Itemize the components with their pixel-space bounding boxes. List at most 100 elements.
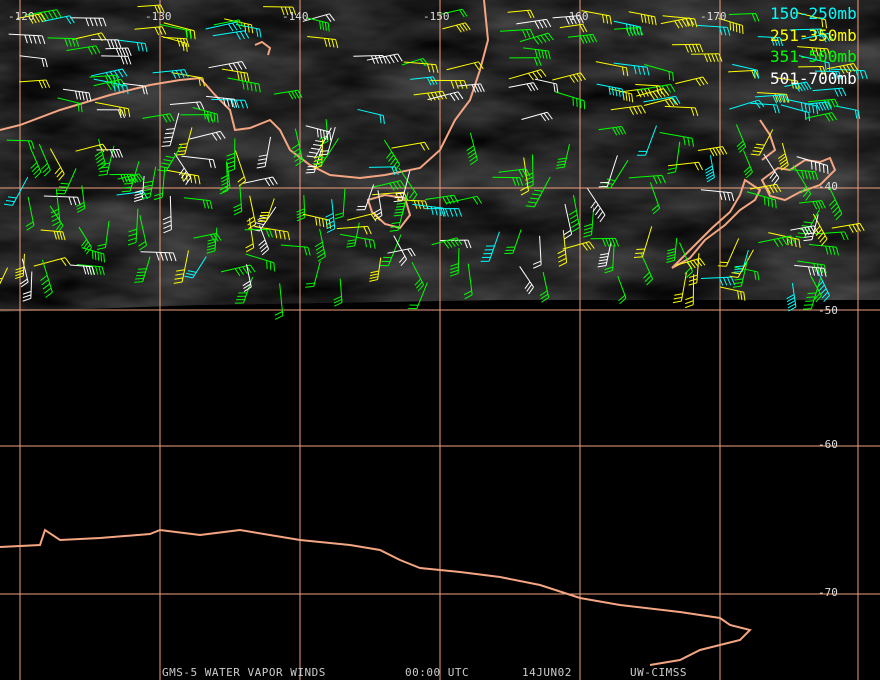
wind-barb (425, 194, 459, 205)
wind-barb (325, 199, 336, 234)
wind-barb (555, 144, 570, 169)
wind-barb (312, 138, 339, 166)
wind-barb (159, 24, 192, 40)
wind-barb (305, 125, 332, 141)
wind-barb (664, 105, 699, 117)
wind-barb (122, 82, 148, 95)
wind-barb (805, 112, 838, 122)
wind-barb (520, 157, 529, 196)
wind-barb (183, 197, 213, 210)
wind-barb (235, 23, 262, 38)
wind-barb (134, 256, 151, 283)
wind-barb (685, 274, 695, 309)
wind-barb (803, 214, 819, 242)
wind-barb (163, 36, 190, 48)
wind-barb (96, 109, 125, 119)
wind-barb (234, 150, 247, 187)
latitude-label: -40 (818, 180, 838, 193)
wind-barb (555, 91, 586, 110)
wind-barb (519, 266, 534, 295)
wind-barb (227, 77, 261, 93)
wind-barb (831, 68, 868, 80)
wind-barb (411, 262, 425, 292)
wind-barb (256, 136, 272, 169)
wind-barb (430, 79, 468, 89)
wind-barb (598, 155, 618, 188)
wind-barb (787, 99, 819, 115)
wind-barb (413, 90, 447, 101)
wind-barbs (0, 4, 868, 320)
wind-barb (704, 155, 715, 183)
wind-barb (463, 263, 473, 300)
wind-barb (525, 176, 551, 208)
wind-barb (552, 72, 586, 83)
wind-barb (29, 147, 42, 179)
wind-barb (127, 208, 139, 246)
wind-barb (831, 222, 865, 233)
wind-barb (649, 182, 661, 215)
wind-barb (114, 39, 148, 52)
wind-barb (157, 145, 182, 172)
wind-barb (98, 145, 115, 176)
wind-barb (408, 282, 428, 310)
wind-barb (636, 88, 670, 100)
wind-barb (596, 83, 625, 98)
wind-barb (507, 9, 535, 19)
wind-barb (729, 249, 754, 279)
wind-barb (784, 81, 812, 92)
legend-entry: 150-250mb (770, 4, 857, 23)
wind-barb (333, 278, 343, 307)
wind-barb (735, 124, 747, 153)
wind-barb (173, 250, 189, 284)
wind-barb (16, 13, 47, 24)
wind-barb (93, 78, 129, 95)
wind-barb (758, 235, 796, 247)
wind-barb (798, 55, 831, 72)
wind-barb (728, 12, 760, 22)
wind-barb (208, 61, 247, 72)
wind-barb (598, 125, 627, 136)
wind-barb (379, 234, 402, 267)
wind-barb (440, 8, 468, 18)
wind-barb (812, 213, 828, 246)
wind-barb (393, 235, 408, 266)
wind-barb (41, 15, 75, 24)
wind-barb (166, 169, 201, 185)
wind-barb (734, 266, 760, 281)
wind-barb (786, 283, 797, 312)
wind-barb (184, 256, 207, 279)
wind-barb (492, 176, 524, 186)
wind-barb (66, 45, 101, 55)
wind-barb (33, 257, 71, 267)
wind-barb (552, 15, 584, 25)
longitude-label: -160 (562, 10, 589, 23)
wind-barb (808, 244, 839, 256)
wind-barb (94, 101, 131, 118)
wind-barb (498, 168, 531, 178)
wind-barb (3, 176, 29, 206)
wind-barb (667, 141, 681, 175)
wind-barb (660, 17, 695, 29)
wind-barb (76, 185, 86, 213)
wind-barb (302, 13, 335, 22)
wind-barb (280, 244, 311, 256)
wind-barb (720, 286, 746, 301)
wind-barb (532, 235, 542, 269)
wind-barb (19, 79, 51, 89)
wind-barb (19, 55, 48, 68)
wind-barb (717, 238, 740, 267)
wind-barb (142, 113, 175, 123)
wind-barb (757, 36, 784, 47)
wind-barb (789, 28, 826, 38)
wind-barb (815, 70, 843, 80)
wind-barb (442, 22, 471, 33)
wind-barb (40, 259, 53, 298)
wind-barb (20, 258, 29, 288)
wind-barb (243, 176, 278, 187)
wind-barb (763, 153, 780, 186)
wind-barb (659, 131, 695, 147)
wind-barb (22, 271, 33, 302)
wind-barb (96, 148, 123, 158)
